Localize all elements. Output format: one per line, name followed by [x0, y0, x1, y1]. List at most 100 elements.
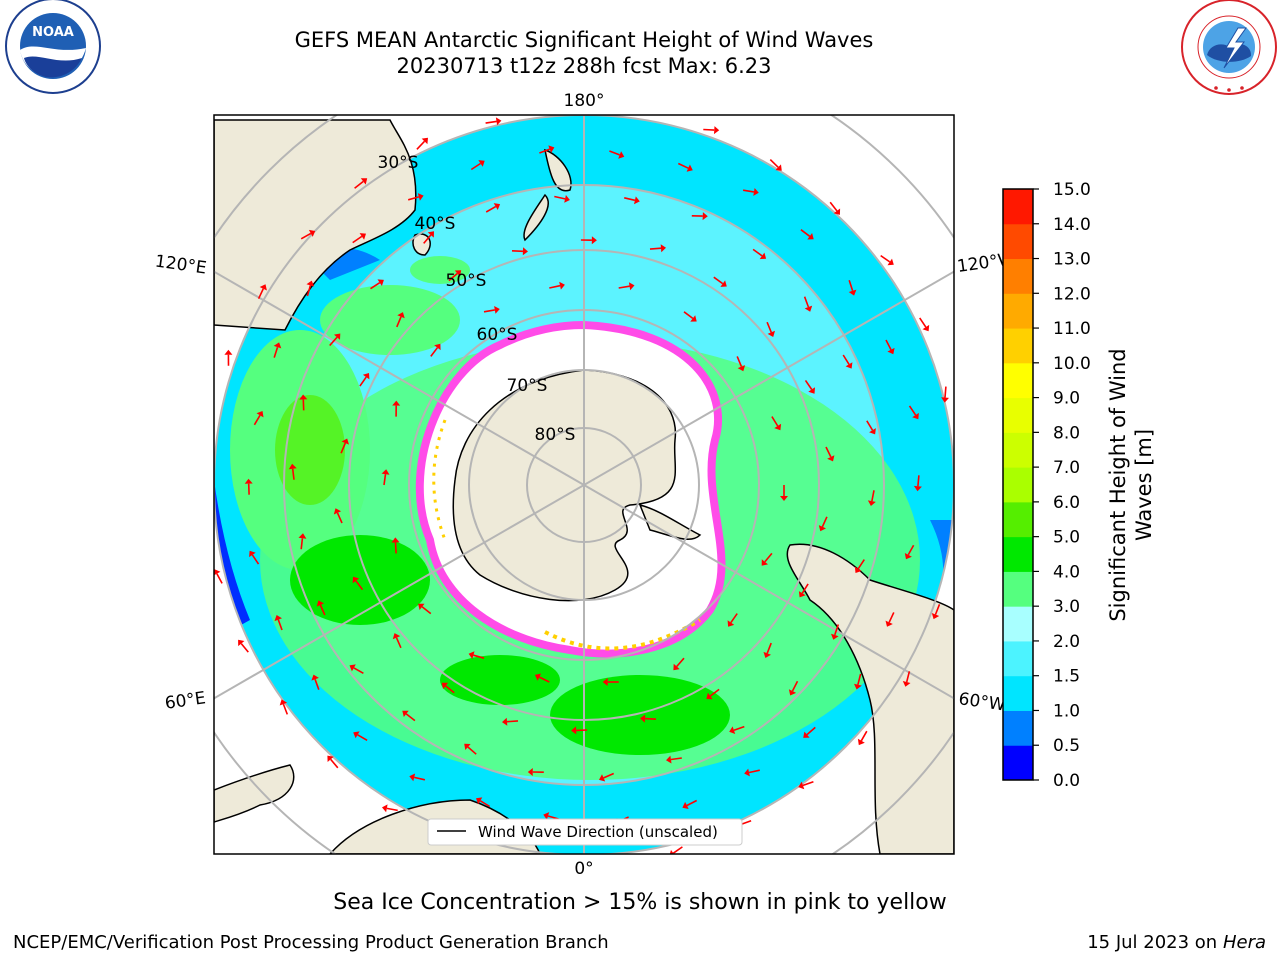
wind-wave-arrow-shaft — [766, 321, 773, 333]
wind-wave-arrow-shaft — [554, 195, 566, 200]
wind-wave-arrow-head — [827, 455, 835, 462]
wind-wave-arrow-head — [548, 145, 555, 153]
map-legend: Wind Wave Direction (unscaled) — [427, 818, 743, 846]
wind-wave-arrow-shaft — [414, 776, 426, 781]
colorbar-segment — [1003, 640, 1033, 677]
wind-wave-arrow-head — [360, 178, 368, 185]
wind-wave-arrow-shaft — [803, 296, 810, 308]
wind-wave-arrow-head — [867, 500, 876, 506]
sea-ice-edge — [415, 320, 726, 658]
wind-wave-arrow-shaft — [764, 552, 773, 563]
colorbar-tick-label: 9.0 — [1053, 389, 1080, 409]
colorbar-tick-label: 1.5 — [1053, 667, 1080, 687]
wind-wave-arrow-shaft — [804, 379, 813, 390]
wind-wave-arrow-head — [714, 126, 720, 135]
wind-wave-arrow-shaft — [355, 580, 364, 591]
wind-wave-arrow-shaft — [791, 680, 799, 692]
colorbar-tick-label: 11.0 — [1053, 319, 1091, 339]
wind-wave-arrow-head — [564, 195, 570, 203]
wind-wave-arrow-shaft — [624, 197, 636, 202]
wind-wave-arrow-head — [454, 270, 462, 277]
lon-label-60w: 60°W — [957, 689, 1006, 715]
wind-wave-arrow-shaft — [423, 234, 432, 244]
wind-wave-arrow-head — [559, 281, 565, 290]
wind-wave-arrow-head — [464, 743, 471, 750]
wind-wave-arrow-head — [308, 229, 316, 237]
wind-wave-arrow-head — [761, 559, 768, 566]
wind-wave-arrow-shaft — [618, 285, 630, 289]
wind-wave-arrow-head — [256, 411, 264, 418]
wind-wave-arrow-head — [931, 613, 940, 620]
colorbar-tick-label: 7.0 — [1053, 458, 1080, 478]
wind-wave-arrow-shaft — [829, 201, 838, 212]
tasmania — [412, 233, 431, 256]
wind-wave-arrow-head — [763, 651, 771, 658]
wind-wave-arrow-head — [804, 305, 813, 312]
wind-wave-arrow-shaft — [479, 800, 491, 808]
wind-wave-arrow-head — [392, 400, 401, 406]
wind-wave-arrow-head — [279, 699, 288, 706]
wind-wave-arrow-head — [288, 463, 297, 470]
lat-label-60s: 60°S — [477, 325, 518, 345]
wind-wave-arrow-head — [854, 566, 862, 573]
wind-wave-arrow-shaft — [357, 734, 368, 741]
colorbar-tick-label: 0.0 — [1053, 771, 1080, 791]
wind-wave-arrow-shaft — [885, 339, 892, 351]
wind-wave-arrow-head — [259, 284, 267, 291]
wind-wave-arrow-head — [599, 774, 606, 782]
wind-wave-arrow-shaft — [319, 604, 326, 616]
wind-wave-arrow-head — [887, 347, 895, 355]
wind-wave-arrow-head — [402, 710, 409, 717]
wind-wave-arrow-shaft — [277, 619, 283, 631]
wind-wave-arrow-shaft — [806, 726, 816, 736]
wind-wave-arrow-shaft — [649, 247, 662, 250]
wind-wave-arrow-head — [543, 812, 550, 820]
wind-wave-arrow-shaft — [800, 229, 811, 237]
wind-wave-arrow-shaft — [842, 354, 850, 365]
wind-wave-arrow-head — [602, 678, 608, 686]
wind-wave-arrow-shaft — [329, 336, 338, 347]
wind-wave-arrow-head — [353, 731, 360, 739]
wind-wave-arrow-head — [274, 615, 282, 622]
wind-wave-arrow-head — [494, 306, 500, 314]
wind-wave-arrow-shaft — [609, 150, 620, 156]
wind-wave-arrow-shaft — [549, 284, 561, 289]
wind-wave-arrow-shaft — [888, 612, 895, 623]
wind-wave-arrow-head — [468, 651, 475, 659]
wind-wave-arrow-shaft — [672, 846, 683, 854]
wind-wave-arrow-head — [249, 550, 256, 558]
map-frame — [213, 114, 955, 855]
wind-wave-arrow-shaft — [291, 468, 295, 480]
colorbar-segment — [1003, 362, 1033, 399]
wind-wave-arrow-head — [808, 387, 815, 394]
wind-wave-arrow-shaft — [539, 148, 550, 154]
wind-wave-arrow-head — [640, 714, 646, 723]
wind-wave-arrow-head — [885, 620, 893, 627]
colorbar-ticks: 0.0 0.5 1.0 1.5 2.0 3.0 4.0 5.0 6.0 7.0 8.0 9.0 10.0… — [1033, 180, 1091, 791]
graticule — [214, 115, 954, 854]
wind-wave-arrow-head — [807, 233, 814, 240]
wind-wave-arrow-shaft — [736, 356, 743, 367]
wind-wave-arrow-head — [299, 394, 308, 400]
wind-wave-arrow-head — [495, 117, 502, 126]
colorbar-tick-label: 1.0 — [1053, 701, 1080, 721]
wind-wave-arrow-shaft — [445, 685, 455, 694]
wind-wave-arrow-head — [571, 726, 577, 735]
wind-wave-arrow-shaft — [396, 316, 402, 328]
wind-wave-arrow-shaft — [407, 196, 420, 201]
wind-wave-arrow-head — [690, 315, 697, 322]
wind-wave-arrow-head — [887, 258, 894, 266]
wind-wave-arrow-shaft — [880, 254, 891, 263]
wind-wave-arrow-head — [706, 692, 713, 700]
wind-wave-arrow-shaft — [340, 442, 347, 454]
antarctic-peninsula — [638, 503, 702, 540]
wind-wave-arrow-shaft — [709, 688, 720, 697]
wind-wave-arrow-head — [527, 768, 533, 776]
wind-wave-arrow-shaft — [383, 473, 387, 486]
wind-wave-arrow-shaft — [801, 583, 809, 594]
wind-wave-arrow-head — [298, 533, 307, 539]
wind-wave-arrow-shaft — [769, 159, 779, 168]
wind-wave-arrow-head — [753, 188, 759, 196]
wind-wave-arrow-shaft — [713, 276, 724, 285]
